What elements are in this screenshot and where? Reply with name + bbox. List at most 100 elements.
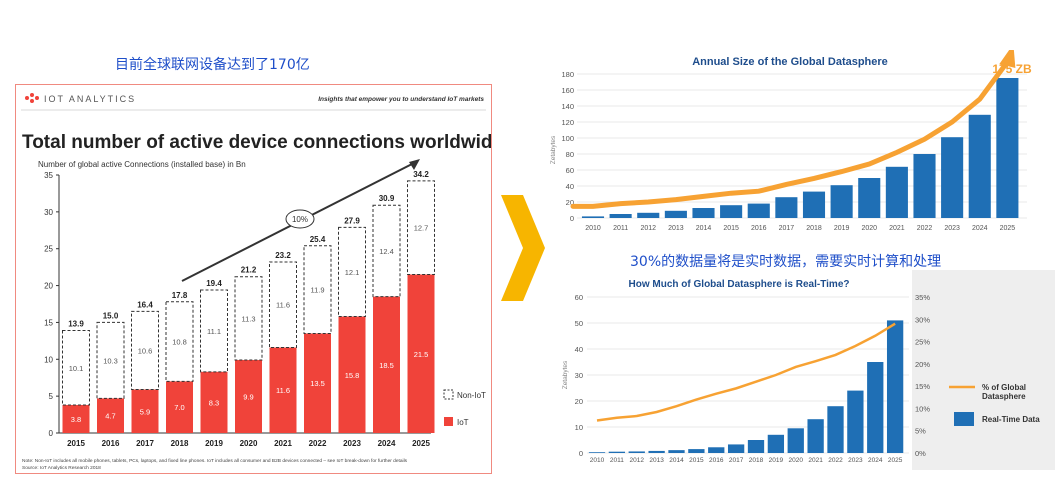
x-tick-label: 2017 bbox=[729, 457, 744, 464]
growth-curve bbox=[570, 59, 1010, 209]
x-tick-label: 2013 bbox=[649, 457, 664, 464]
label-total-value: 25.4 bbox=[310, 235, 326, 244]
label-total-value: 21.2 bbox=[241, 266, 257, 275]
label-total-value: 13.9 bbox=[68, 320, 84, 329]
y2-tick-label: 35% bbox=[915, 293, 930, 302]
y-tick-label: 10 bbox=[44, 355, 53, 364]
bar-realtime bbox=[588, 452, 606, 453]
x-tick-label: 2012 bbox=[640, 225, 656, 232]
y-tick-label: 20 bbox=[575, 397, 583, 406]
label-non-iot-value: 10.6 bbox=[138, 346, 153, 355]
y-tick-label: 180 bbox=[561, 70, 574, 79]
growth-label: 10% bbox=[292, 215, 308, 224]
x-tick-label: 2025 bbox=[888, 457, 903, 464]
x-tick-label: 2010 bbox=[585, 225, 601, 232]
legend-swatch-iot bbox=[444, 417, 453, 426]
x-tick-label: 2019 bbox=[834, 225, 850, 232]
y-tick-label: 80 bbox=[566, 150, 574, 159]
y2-tick-label: 0% bbox=[915, 449, 926, 458]
bar-realtime bbox=[886, 320, 904, 453]
x-tick-label: 2016 bbox=[102, 439, 120, 448]
x-tick-label: 2019 bbox=[769, 457, 784, 464]
bar-datasphere bbox=[941, 137, 964, 218]
bar-iot bbox=[373, 296, 400, 433]
label-total-value: 16.4 bbox=[137, 300, 153, 309]
datasphere-ylabel: Zetabytes bbox=[550, 135, 557, 164]
realtime-panel: How Much of Global Datasphere is Real-Ti… bbox=[549, 270, 1055, 470]
bar-datasphere bbox=[609, 214, 632, 218]
arrow-right-icon bbox=[501, 195, 545, 301]
x-tick-label: 2021 bbox=[274, 439, 292, 448]
x-tick-label: 2015 bbox=[689, 457, 704, 464]
bar-realtime bbox=[727, 444, 745, 453]
label-non-iot-value: 12.7 bbox=[414, 224, 429, 233]
x-tick-label: 2016 bbox=[751, 225, 767, 232]
bar-realtime bbox=[608, 451, 626, 453]
bar-non-iot bbox=[303, 245, 332, 334]
x-tick-label: 2014 bbox=[669, 457, 684, 464]
bar-datasphere bbox=[747, 203, 770, 218]
bar-datasphere bbox=[968, 114, 991, 218]
growth-badge bbox=[285, 209, 315, 229]
bar-datasphere bbox=[885, 166, 908, 218]
realtime-title: How Much of Global Datasphere is Real-Ti… bbox=[629, 279, 850, 290]
bar-realtime bbox=[648, 450, 665, 453]
bar-datasphere bbox=[775, 197, 798, 218]
label-iot-value: 4.7 bbox=[105, 412, 115, 421]
bar-non-iot bbox=[131, 310, 159, 391]
x-tick-label: 2021 bbox=[889, 225, 905, 232]
x-tick-label: 2020 bbox=[861, 225, 877, 232]
x-tick-label: 2024 bbox=[868, 457, 883, 464]
bar-datasphere bbox=[720, 205, 743, 218]
label-iot-value: 9.9 bbox=[243, 393, 253, 402]
x-tick-label: 2015 bbox=[723, 225, 739, 232]
realtime-chart: How Much of Global Datasphere is Real-Ti… bbox=[562, 279, 1040, 464]
y-tick-label: 100 bbox=[561, 134, 574, 143]
label-non-iot-value: 11.9 bbox=[310, 286, 324, 295]
bar-realtime bbox=[767, 434, 785, 453]
iot-analytics-logo-icon bbox=[25, 93, 39, 103]
y-tick-label: 30 bbox=[44, 208, 53, 217]
label-iot-value: 3.8 bbox=[71, 415, 81, 424]
y-tick-label: 0 bbox=[570, 214, 574, 223]
y-tick-label: 0 bbox=[579, 449, 583, 458]
caption-right: 30%的数据量将是实时数据，需要实时计算和处理 bbox=[630, 254, 942, 270]
y-tick-label: 15 bbox=[44, 318, 53, 327]
label-iot-value: 7.0 bbox=[174, 403, 184, 412]
x-tick-label: 2019 bbox=[205, 439, 223, 448]
x-tick-label: 2011 bbox=[610, 457, 624, 464]
percent-line bbox=[596, 322, 896, 422]
label-iot-value: 5.9 bbox=[140, 407, 150, 416]
bar-non-iot bbox=[96, 321, 125, 399]
iot-connections-panel: IOT ANALYTICS Insights that empower you … bbox=[15, 84, 503, 474]
bar-datasphere bbox=[692, 208, 715, 218]
y-tick-label: 5 bbox=[49, 392, 54, 401]
label-non-iot-value: 10.3 bbox=[103, 356, 118, 365]
y-tick-label: 0 bbox=[49, 429, 54, 438]
y2-tick-label: 10% bbox=[915, 404, 930, 413]
x-tick-label: 2015 bbox=[67, 439, 85, 448]
realtime-legend: % of Global Datasphere Real-Time Data bbox=[949, 383, 1040, 426]
tagline: Insights that empower you to understand … bbox=[318, 96, 484, 103]
bar-iot bbox=[235, 360, 262, 433]
label-total-value: 15.0 bbox=[103, 311, 119, 320]
legend-swatch-realtime bbox=[954, 412, 974, 426]
bar-non-iot bbox=[269, 261, 297, 348]
bar-realtime bbox=[668, 450, 685, 453]
legend-label-realtime: Real-Time Data bbox=[982, 415, 1040, 424]
x-tick-label: 2020 bbox=[240, 439, 258, 448]
bar-iot bbox=[166, 381, 193, 433]
legend-label-non-iot: Non-IoT bbox=[457, 391, 486, 400]
bar-realtime bbox=[747, 440, 765, 453]
x-tick-label: 2022 bbox=[917, 225, 933, 232]
legend-label-percent-line2: Datasphere bbox=[982, 392, 1026, 401]
label-iot-value: 11.6 bbox=[276, 386, 290, 395]
bar-iot bbox=[269, 347, 297, 433]
bar-iot bbox=[407, 274, 435, 433]
bar-realtime bbox=[628, 451, 645, 453]
bar-non-iot bbox=[165, 301, 194, 382]
x-tick-label: 2013 bbox=[668, 225, 684, 232]
y-tick-label: 160 bbox=[561, 86, 574, 95]
label-iot-value: 21.5 bbox=[414, 350, 429, 359]
y2-tick-label: 25% bbox=[915, 338, 930, 347]
